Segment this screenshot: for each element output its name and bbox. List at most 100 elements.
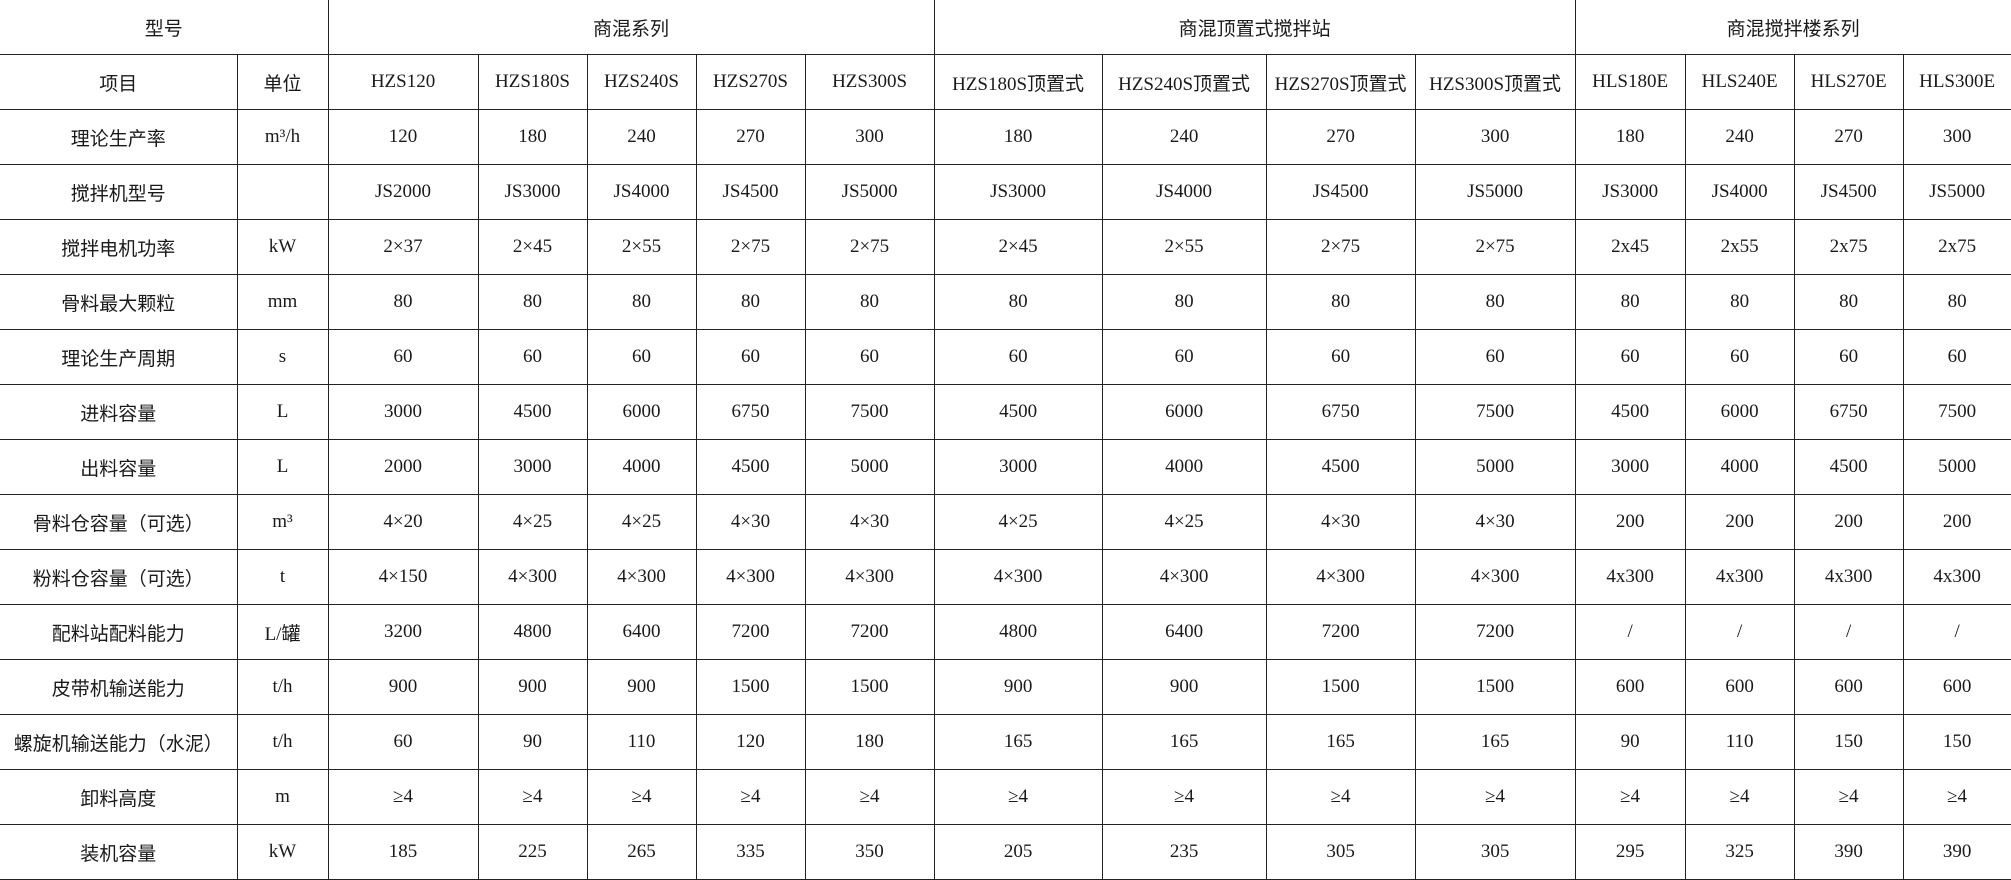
table-cell: 4x300 — [1902, 549, 2011, 605]
table-cell: 60 — [1684, 329, 1795, 385]
table-cell: 900 — [586, 659, 697, 715]
table-cell: 4500 — [1793, 439, 1904, 495]
table-cell: 2×75 — [695, 219, 806, 275]
row-unit: kW — [236, 824, 329, 880]
row-unit: s — [236, 329, 329, 385]
table-cell: 2×55 — [1101, 219, 1267, 275]
table-row: 装机容量 kW 185 225 265 335 350 205 235 305 305 295 325 3… — [0, 824, 2011, 880]
table-cell: 200 — [1684, 494, 1795, 550]
table-cell: 150 — [1902, 714, 2011, 770]
table-cell: 5000 — [1414, 439, 1576, 495]
table-cell: 2000 — [327, 439, 479, 495]
table-cell: 80 — [1101, 274, 1267, 330]
table-cell: 180 — [933, 109, 1103, 165]
table-cell: 4×300 — [1101, 549, 1267, 605]
table-cell: 335 — [695, 824, 806, 880]
table-cell: 900 — [327, 659, 479, 715]
table-cell: 165 — [1414, 714, 1576, 770]
table-cell: 200 — [1793, 494, 1904, 550]
table-row: 螺旋机输送能力（水泥） t/h 60 90 110 120 180 165 165 165 165 9… — [0, 714, 2011, 770]
table-cell: 240 — [586, 109, 697, 165]
table-cell: 60 — [804, 329, 935, 385]
table-cell: 270 — [695, 109, 806, 165]
model-header: HZS240S顶置式 — [1101, 54, 1267, 110]
table-cell: 4800 — [933, 604, 1103, 660]
table-cell: 4500 — [933, 384, 1103, 440]
table-cell: 6000 — [586, 384, 697, 440]
table-cell: 6750 — [1265, 384, 1416, 440]
table-cell: 60 — [1902, 329, 2011, 385]
table-cell: 7200 — [804, 604, 935, 660]
table-cell: 6400 — [1101, 604, 1267, 660]
table-cell: / — [1793, 604, 1904, 660]
table-cell: JS3000 — [477, 164, 588, 220]
row-unit: L/罐 — [236, 604, 329, 660]
table-cell: 110 — [1684, 714, 1795, 770]
table-cell: 3000 — [1574, 439, 1686, 495]
table-cell: 6000 — [1101, 384, 1267, 440]
table-cell: 205 — [933, 824, 1103, 880]
table-cell: 90 — [477, 714, 588, 770]
table-cell: JS5000 — [1902, 164, 2011, 220]
table-cell: 7500 — [804, 384, 935, 440]
row-label: 配料站配料能力 — [0, 604, 238, 660]
table-cell: 3000 — [327, 384, 479, 440]
table-cell: 4×25 — [1101, 494, 1267, 550]
model-header: HLS270E — [1793, 54, 1904, 110]
table-cell: 165 — [933, 714, 1103, 770]
table-cell: JS4500 — [695, 164, 806, 220]
model-header: HZS270S顶置式 — [1265, 54, 1416, 110]
table-cell: 305 — [1265, 824, 1416, 880]
model-header: HZS240S — [586, 54, 697, 110]
table-cell: 80 — [1265, 274, 1416, 330]
table-cell: 3000 — [477, 439, 588, 495]
group-header: 商混系列 — [327, 0, 935, 55]
table-cell: 4800 — [477, 604, 588, 660]
table-cell: 900 — [477, 659, 588, 715]
table-cell: 185 — [327, 824, 479, 880]
table-cell: / — [1574, 604, 1686, 660]
table-cell: 2×75 — [1265, 219, 1416, 275]
table-cell: 60 — [933, 329, 1103, 385]
table-cell: 265 — [586, 824, 697, 880]
table-cell: 80 — [586, 274, 697, 330]
table-cell: 2×45 — [933, 219, 1103, 275]
row-label: 装机容量 — [0, 824, 238, 880]
table-row: 骨料仓容量（可选） m³ 4×20 4×25 4×25 4×30 4×30 4×25 4×25 4… — [0, 494, 2011, 550]
item-label: 项目 — [0, 54, 238, 110]
table-cell: 7500 — [1902, 384, 2011, 440]
table-cell: 80 — [477, 274, 588, 330]
table-cell: / — [1684, 604, 1795, 660]
table-cell: 90 — [1574, 714, 1686, 770]
table-cell: 180 — [1574, 109, 1686, 165]
table-cell: 2x75 — [1902, 219, 2011, 275]
table-cell: 3000 — [933, 439, 1103, 495]
table-cell: 4500 — [1265, 439, 1416, 495]
table-cell: 60 — [1574, 329, 1686, 385]
table-cell: 4×300 — [933, 549, 1103, 605]
row-unit: L — [236, 439, 329, 495]
table-cell: 4×300 — [477, 549, 588, 605]
row-label: 卸料高度 — [0, 769, 238, 825]
table-cell: ≥4 — [1265, 769, 1416, 825]
row-unit: m³ — [236, 494, 329, 550]
table-cell: 305 — [1414, 824, 1576, 880]
row-label: 出料容量 — [0, 439, 238, 495]
table-cell: 80 — [695, 274, 806, 330]
table-cell: 4000 — [1101, 439, 1267, 495]
table-cell: 6750 — [695, 384, 806, 440]
row-label: 搅拌电机功率 — [0, 219, 238, 275]
table-row: 粉料仓容量（可选） t 4×150 4×300 4×300 4×300 4×300 4×300… — [0, 549, 2011, 605]
table-cell: 2×75 — [804, 219, 935, 275]
table-cell: 1500 — [1265, 659, 1416, 715]
table-cell: 4×150 — [327, 549, 479, 605]
table-cell: 2×45 — [477, 219, 588, 275]
table-cell: 4×20 — [327, 494, 479, 550]
row-unit: t/h — [236, 659, 329, 715]
table-cell: 60 — [1414, 329, 1576, 385]
table-cell: 300 — [1414, 109, 1576, 165]
row-unit — [236, 164, 329, 220]
table-cell: 80 — [1793, 274, 1904, 330]
table-cell: 270 — [1265, 109, 1416, 165]
